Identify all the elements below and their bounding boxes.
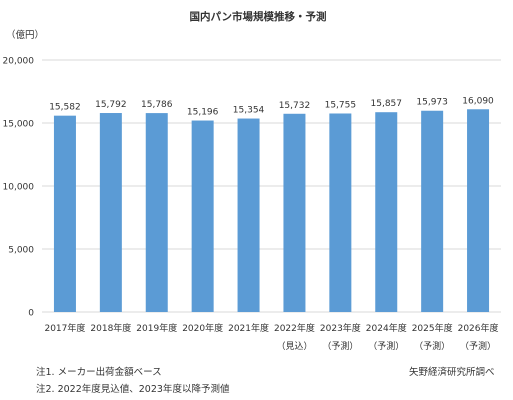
x-axis-ticks: 2017年度 2018年度 2019年度 2020年度 2021年度 2022年度 （見込）… [44, 322, 498, 352]
x-tick-label: 2022年度 [274, 322, 315, 334]
x-tick-label: 2017年度 [44, 322, 85, 334]
x-tick-label: 2023年度 [320, 322, 361, 334]
bar-2022年度 [283, 113, 306, 313]
value-label: 15,196 [187, 108, 219, 118]
x-tick-label: 2021年度 [228, 322, 269, 334]
x-tick-label: 2026年度 [458, 322, 499, 334]
x-tick-label: 2018年度 [90, 322, 131, 334]
value-labels: 15,582 15,792 15,786 15,196 15,354 15,732 15,7… [49, 96, 494, 117]
bar-2024年度 [375, 112, 398, 312]
bar-2021年度 [237, 118, 260, 312]
y-tick-label: 15,000 [3, 120, 35, 130]
x-tick-label: 2019年度 [136, 322, 177, 334]
y-tick-label: 0 [28, 309, 34, 319]
source-note: 矢野経済研究所調べ [409, 367, 495, 378]
value-label: 15,582 [49, 103, 81, 113]
value-label: 15,354 [233, 106, 265, 116]
x-tick-label: 2024年度 [366, 322, 407, 334]
y-axis-unit-label: （億円） [6, 29, 44, 41]
value-label: 15,857 [371, 99, 403, 109]
x-tick-sublabel: （予測） [322, 340, 358, 352]
bar-2025年度 [421, 110, 444, 312]
bar-2019年度 [145, 113, 168, 312]
y-axis-ticks: 0 5,000 10,000 15,000 20,000 [3, 57, 35, 319]
value-label: 15,973 [416, 98, 448, 108]
x-tick-label: 2025年度 [412, 322, 453, 334]
y-tick-label: 10,000 [3, 183, 35, 193]
note-1: 注1. メーカー出荷金額ベース [36, 367, 162, 378]
bar-2017年度 [53, 115, 76, 312]
bar-2023年度 [329, 113, 352, 312]
chart-title: 国内パン市場規模推移・予測 [189, 10, 326, 23]
value-label: 15,732 [279, 101, 311, 111]
bar-2018年度 [99, 113, 122, 312]
x-tick-sublabel: （予測） [460, 340, 496, 352]
x-tick-sublabel: （予測） [368, 340, 404, 352]
value-label: 15,755 [325, 100, 357, 110]
value-label: 15,792 [95, 100, 127, 110]
bar-2026年度 [467, 109, 490, 313]
bars [53, 109, 490, 313]
x-tick-label: 2020年度 [182, 322, 223, 334]
value-label: 16,090 [462, 96, 494, 106]
note-2: 注2. 2022年度見込値、2023年度以降予測値 [36, 384, 230, 395]
x-tick-sublabel: （予測） [414, 340, 450, 352]
y-tick-label: 5,000 [8, 246, 34, 256]
y-tick-label: 20,000 [3, 57, 35, 67]
value-label: 15,786 [141, 100, 173, 110]
x-tick-sublabel: （見込） [276, 341, 312, 352]
bar-2020年度 [191, 120, 214, 313]
